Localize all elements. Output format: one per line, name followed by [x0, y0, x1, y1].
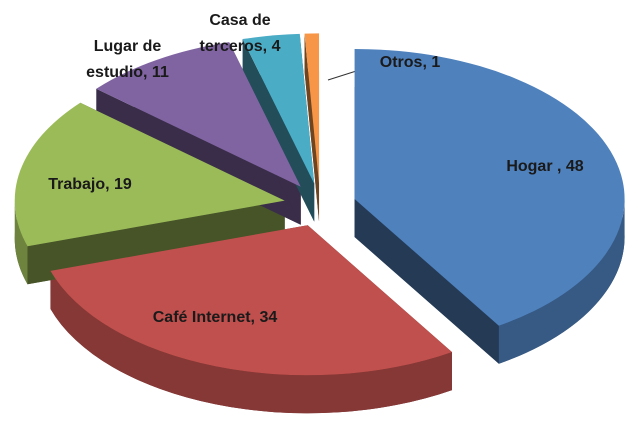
label-value: , 19: [105, 176, 132, 193]
slice-wall: [354, 198, 499, 364]
data-label: Hogar , 48: [480, 154, 610, 180]
slice-rim: [498, 198, 625, 364]
slice: [242, 33, 315, 184]
slice: [96, 42, 301, 187]
data-label: Lugar de estudio, 11: [70, 34, 185, 86]
slice: [14, 102, 285, 247]
slice-tops: [14, 33, 625, 376]
slice-rim: [14, 200, 28, 285]
label-category: Casa de terceros: [199, 12, 271, 55]
label-category: Otros: [379, 54, 423, 71]
slice-wall: [27, 200, 285, 285]
label-category: Hogar: [506, 158, 553, 175]
label-value: , 48: [552, 158, 584, 175]
data-label: Otros, 1: [370, 50, 450, 76]
label-category: Trabajo: [48, 176, 106, 193]
data-label: Casa de terceros, 4: [195, 8, 285, 60]
label-value: , 34: [250, 309, 278, 326]
label-category: Lugar de estudio: [86, 38, 162, 81]
slice: [354, 48, 625, 326]
slice: [50, 225, 452, 376]
label-category: Café Internet: [152, 309, 251, 326]
slice-wall: [304, 33, 320, 222]
slice-rim: [50, 270, 452, 414]
data-label: Café Internet, 34: [145, 305, 285, 331]
label-value: , 11: [143, 64, 169, 81]
label-value: , 4: [262, 38, 281, 55]
label-value: , 1: [422, 54, 441, 71]
data-label: Trabajo, 19: [20, 172, 160, 198]
slice: [304, 33, 320, 184]
slice-wall: [242, 39, 315, 222]
